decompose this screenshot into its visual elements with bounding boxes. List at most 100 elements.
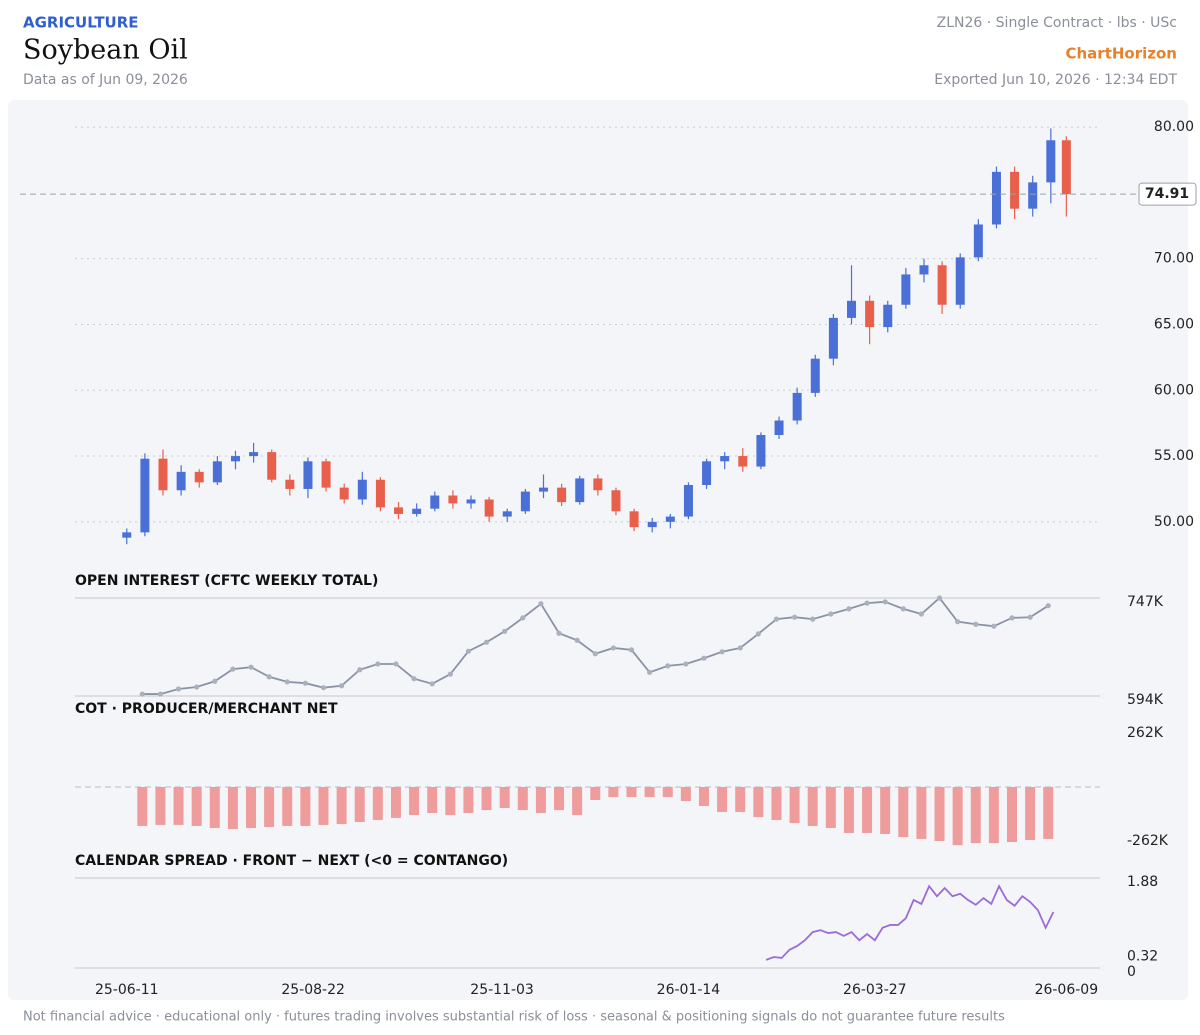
- y-tick-label: 70.00: [1154, 251, 1194, 267]
- bar: [209, 787, 220, 829]
- candle-body: [647, 521, 657, 528]
- candle-body: [901, 274, 911, 305]
- point: [610, 645, 616, 651]
- point: [320, 685, 327, 691]
- exported: Exported Jun 10, 2026 · 12:34 EDT: [934, 72, 1177, 88]
- candle-body: [828, 317, 838, 359]
- bar: [191, 787, 202, 826]
- bar: [300, 787, 311, 826]
- point: [375, 661, 381, 667]
- bar: [880, 787, 891, 834]
- point: [483, 639, 490, 645]
- point: [302, 680, 308, 686]
- plot-background: [8, 100, 1188, 1000]
- bar: [952, 787, 963, 846]
- candle-body: [1046, 140, 1056, 183]
- point: [647, 669, 653, 675]
- bar: [807, 787, 818, 826]
- bar: [463, 787, 474, 813]
- point: [628, 647, 635, 653]
- point: [465, 648, 472, 654]
- bar: [282, 787, 293, 826]
- category: AGRICULTURE: [23, 14, 139, 32]
- bar: [318, 787, 329, 825]
- point: [755, 631, 761, 637]
- y-tick-label: 55.00: [1154, 448, 1194, 464]
- x-tick-label: 26-01-14: [657, 982, 721, 998]
- candle-body: [230, 456, 240, 462]
- point: [429, 681, 435, 687]
- point: [157, 691, 164, 697]
- bar: [934, 787, 945, 841]
- candle-body: [502, 511, 512, 517]
- point: [810, 616, 816, 622]
- point: [955, 619, 961, 625]
- point: [1027, 614, 1033, 620]
- bar: [898, 787, 909, 838]
- point: [665, 663, 671, 669]
- bar: [246, 787, 257, 829]
- point: [520, 615, 526, 621]
- y-tick-label: 50.00: [1154, 514, 1194, 530]
- bar: [535, 787, 546, 813]
- candle-body: [810, 358, 820, 393]
- y-tick-label: 262K: [1127, 725, 1164, 741]
- candle-body: [466, 499, 476, 504]
- candle-body: [122, 532, 132, 538]
- point: [918, 611, 925, 617]
- candle-body: [430, 495, 440, 509]
- candle-body: [321, 461, 331, 488]
- point: [683, 661, 689, 667]
- candle-body: [756, 435, 766, 467]
- bar: [735, 787, 746, 812]
- bar: [264, 787, 275, 827]
- point: [574, 637, 580, 643]
- point: [230, 666, 236, 672]
- bar: [1043, 787, 1054, 839]
- bar: [608, 787, 619, 798]
- y-tick-label: 60.00: [1154, 382, 1194, 398]
- bar: [445, 787, 456, 816]
- candle-body: [1061, 140, 1071, 195]
- point: [538, 601, 544, 607]
- candle-body: [1028, 182, 1038, 209]
- y-tick-label: 0: [1127, 964, 1136, 980]
- x-tick-label: 25-08-22: [281, 982, 345, 998]
- bar: [680, 787, 691, 802]
- candle-body: [683, 485, 693, 517]
- candle-body: [375, 479, 385, 508]
- point: [175, 686, 182, 692]
- point: [973, 621, 979, 627]
- bar: [825, 787, 836, 829]
- point: [1009, 615, 1015, 621]
- bar: [481, 787, 492, 811]
- candle-body: [575, 478, 585, 503]
- point: [791, 614, 798, 620]
- bar: [970, 787, 981, 844]
- candle-body: [394, 507, 404, 514]
- bar: [409, 787, 420, 816]
- bar: [662, 787, 673, 798]
- bar: [717, 787, 728, 812]
- candle-body: [973, 224, 983, 258]
- candle-body: [557, 487, 567, 503]
- candle-body: [593, 478, 603, 491]
- bar: [227, 787, 238, 830]
- x-tick-label: 25-06-11: [95, 982, 159, 998]
- point: [139, 691, 145, 697]
- candle-body: [937, 265, 947, 305]
- candle-body: [249, 452, 259, 457]
- point: [411, 676, 417, 682]
- candle-body: [865, 300, 875, 328]
- candle-body: [212, 461, 222, 483]
- bar: [155, 787, 166, 825]
- panel-title: COT · PRODUCER/MERCHANT NET: [75, 701, 338, 717]
- bar: [789, 787, 800, 824]
- candle-body: [339, 487, 349, 500]
- point: [846, 606, 852, 612]
- candle-body: [991, 171, 1001, 225]
- candle-body: [303, 461, 313, 489]
- y-tick-label: 65.00: [1154, 316, 1194, 332]
- point: [991, 623, 997, 629]
- bar: [644, 787, 655, 798]
